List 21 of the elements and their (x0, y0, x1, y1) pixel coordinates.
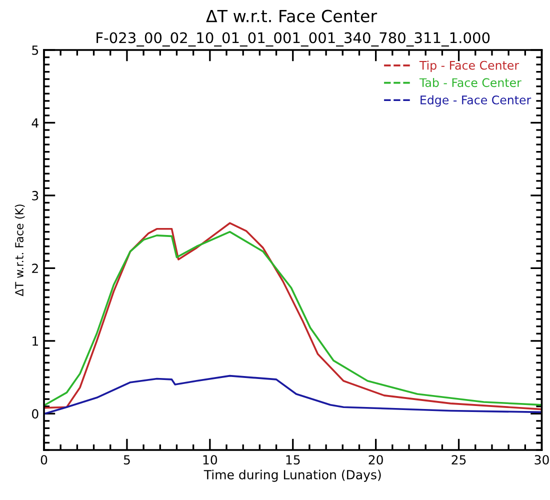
line-series (44, 374, 542, 415)
y-tick-label: 3 (32, 190, 38, 200)
legend-label: Tab - Face Center (419, 78, 522, 88)
y-tick-label: 2 (32, 264, 38, 273)
legend-label: Tip - Face Center (419, 60, 520, 72)
y-axis-title: ΔT w.r.t. Face (K) (14, 204, 25, 296)
x-tick-label: 10 (203, 455, 218, 465)
chart-subtitle: F-023_00_02_10_01_01_001_001_340_780_311_1.000 (96, 32, 490, 46)
x-tick-label: 15 (286, 455, 300, 465)
y-tick-label: 5 (32, 46, 38, 55)
x-tick-label: 20 (368, 455, 383, 465)
y-tick-label: 1 (32, 336, 38, 346)
x-tick-label: 25 (452, 455, 466, 465)
chart-title: ΔT w.r.t. Face Center (206, 10, 378, 22)
y-tick-label: 0 (32, 409, 38, 419)
x-tick-label: 5 (124, 455, 130, 465)
legend-label: Edge - Face Center (420, 95, 532, 107)
x-tick-label: 30 (534, 455, 549, 465)
x-tick-label: 0 (40, 455, 48, 465)
y-tick-label: 4 (32, 118, 38, 128)
x-axis-title: Time during Lunation (Days) (204, 470, 381, 482)
